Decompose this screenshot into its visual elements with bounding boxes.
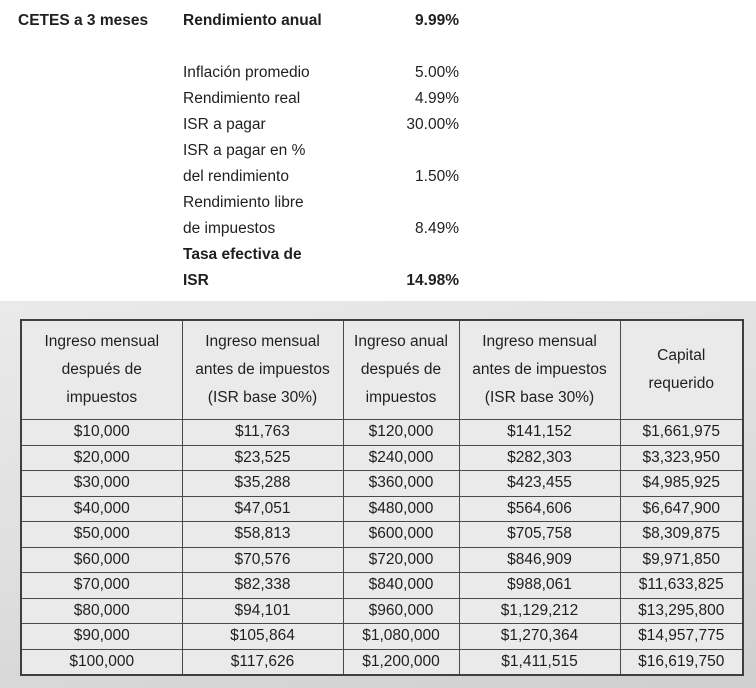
table-cell: $1,270,364	[458, 623, 621, 650]
summary-value: 1.50%	[415, 168, 459, 185]
table-cell: $1,661,975	[619, 419, 744, 446]
summary-label: ISR a pagar	[183, 116, 266, 133]
table-cell: $141,152	[458, 419, 621, 446]
instrument-title: CETES a 3 meses	[18, 12, 149, 29]
table-cell: $90,000	[20, 623, 183, 650]
table-cell: $423,455	[458, 470, 621, 497]
table-cell: $47,051	[181, 495, 344, 522]
table-cell: $705,758	[458, 521, 621, 548]
summary-label: Inflación promedio	[183, 64, 310, 81]
table-cell: $80,000	[20, 597, 183, 624]
summary-label: Rendimiento libre	[183, 194, 304, 211]
summary-label: del rendimiento	[183, 168, 289, 185]
summary-label: ISR	[183, 272, 209, 289]
table-cell: $988,061	[458, 572, 621, 599]
table-cell: $100,000	[20, 648, 183, 676]
table-row: $50,000 $58,813 $600,000 $705,758 $8,309,875	[20, 521, 744, 548]
table-cell: $6,647,900	[619, 495, 744, 522]
summary-row: ISR 14.98%	[183, 268, 459, 294]
summary-row: Rendimiento anual 9.99%	[183, 8, 459, 34]
table-panel: Ingreso mensual después de impuestos Ingr…	[0, 301, 756, 688]
table-cell: $16,619,750	[619, 648, 744, 676]
table-cell: $11,763	[181, 419, 344, 446]
summary-value: 9.99%	[415, 12, 459, 29]
table-cell: $13,295,800	[619, 597, 744, 624]
table-cell: $360,000	[342, 470, 460, 497]
table-row: $10,000 $11,763 $120,000 $141,152 $1,661,975	[20, 419, 744, 446]
table-cell: $4,985,925	[619, 470, 744, 497]
summary-row	[183, 34, 459, 60]
summary-row: Inflación promedio 5.00%	[183, 60, 459, 86]
yield-summary-block: Rendimiento anual 9.99% Inflación promedio…	[183, 8, 459, 294]
table-cell: $117,626	[181, 648, 344, 676]
table-cell: $1,200,000	[342, 648, 460, 676]
summary-row: Rendimiento real 4.99%	[183, 86, 459, 112]
summary-label: Rendimiento real	[183, 90, 301, 107]
table-cell: $14,957,775	[619, 623, 744, 650]
summary-value: 14.98%	[406, 272, 459, 289]
table-row: $100,000 $117,626 $1,200,000 $1,411,515 $16,…	[20, 648, 744, 676]
table-cell: $8,309,875	[619, 521, 744, 548]
table-cell: $82,338	[181, 572, 344, 599]
table-cell: $70,576	[181, 546, 344, 573]
summary-label: Rendimiento anual	[183, 12, 322, 29]
summary-value: 30.00%	[406, 116, 459, 133]
table-cell: $846,909	[458, 546, 621, 573]
table-cell: $840,000	[342, 572, 460, 599]
summary-row: de impuestos 8.49%	[183, 216, 459, 242]
table-cell: $10,000	[20, 419, 183, 446]
table-header-cell: Ingreso mensual antes de impuestos (ISR …	[181, 319, 344, 420]
table-cell: $11,633,825	[619, 572, 744, 599]
table-header-cell: Ingreso anual después de impuestos	[342, 319, 460, 420]
table-cell: $20,000	[20, 444, 183, 471]
table-cell: $1,080,000	[342, 623, 460, 650]
table-cell: $35,288	[181, 470, 344, 497]
income-capital-table: Ingreso mensual después de impuestos Ingr…	[20, 319, 744, 676]
table-cell: $23,525	[181, 444, 344, 471]
summary-value: 4.99%	[415, 90, 459, 107]
table-cell: $58,813	[181, 521, 344, 548]
table-row: $30,000 $35,288 $360,000 $423,455 $4,985,925	[20, 470, 744, 497]
table-header-row: Ingreso mensual después de impuestos Ingr…	[20, 319, 744, 420]
table-cell: $120,000	[342, 419, 460, 446]
table-cell: $50,000	[20, 521, 183, 548]
table-cell: $9,971,850	[619, 546, 744, 573]
table-cell: $105,864	[181, 623, 344, 650]
table-row: $90,000 $105,864 $1,080,000 $1,270,364 $14,9…	[20, 623, 744, 650]
summary-label: ISR a pagar en %	[183, 142, 306, 159]
table-header-cell: Ingreso mensual antes de impuestos (ISR …	[458, 319, 621, 420]
table-cell: $600,000	[342, 521, 460, 548]
table-cell: $720,000	[342, 546, 460, 573]
table-cell: $94,101	[181, 597, 344, 624]
table-header-cell: Capital requerido	[619, 319, 744, 420]
summary-row: Rendimiento libre	[183, 190, 459, 216]
table-cell: $40,000	[20, 495, 183, 522]
table-cell: $1,411,515	[458, 648, 621, 676]
table-row: $20,000 $23,525 $240,000 $282,303 $3,323,950	[20, 444, 744, 471]
table-cell: $240,000	[342, 444, 460, 471]
table-cell: $564,606	[458, 495, 621, 522]
summary-row: ISR a pagar 30.00%	[183, 112, 459, 138]
summary-label: de impuestos	[183, 220, 276, 237]
table-row: $80,000 $94,101 $960,000 $1,129,212 $13,295,…	[20, 597, 744, 624]
summary-value: 5.00%	[415, 64, 459, 81]
table-cell: $960,000	[342, 597, 460, 624]
summary-value: 8.49%	[415, 220, 459, 237]
table-cell: $3,323,950	[619, 444, 744, 471]
table-cell: $282,303	[458, 444, 621, 471]
table-cell: $70,000	[20, 572, 183, 599]
table-cell: $30,000	[20, 470, 183, 497]
table-cell: $60,000	[20, 546, 183, 573]
table-cell: $1,129,212	[458, 597, 621, 624]
summary-row: Tasa efectiva de	[183, 242, 459, 268]
summary-label: Tasa efectiva de	[183, 246, 302, 263]
table-row: $40,000 $47,051 $480,000 $564,606 $6,647,900	[20, 495, 744, 522]
summary-row: ISR a pagar en %	[183, 138, 459, 164]
summary-row: del rendimiento 1.50%	[183, 164, 459, 190]
table-row: $60,000 $70,576 $720,000 $846,909 $9,971,850	[20, 546, 744, 573]
table-cell: $480,000	[342, 495, 460, 522]
table-row: $70,000 $82,338 $840,000 $988,061 $11,633,82…	[20, 572, 744, 599]
table-header-cell: Ingreso mensual después de impuestos	[20, 319, 183, 420]
